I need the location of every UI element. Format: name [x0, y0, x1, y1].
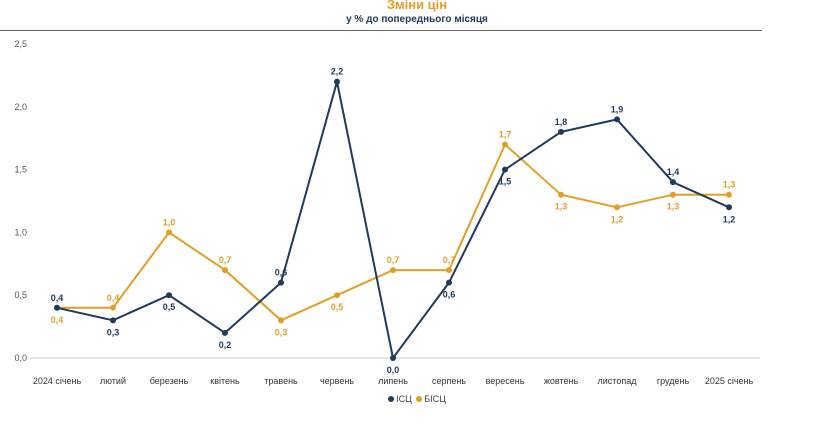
data-label-bisc: 1,3	[555, 202, 568, 212]
series-line-isc	[56, 81, 730, 361]
x-tick-label: червень	[320, 376, 354, 386]
y-tick-label: 2,0	[14, 102, 27, 112]
x-tick-label: березень	[150, 376, 189, 386]
data-label-isc: 0,6	[275, 268, 288, 278]
data-label-bisc: 1,7	[499, 129, 512, 139]
legend-item-bisc[interactable]: БІСЦ	[416, 394, 446, 404]
data-point-isc	[614, 116, 620, 123]
data-label-isc: 0,5	[163, 302, 176, 312]
x-tick-label: 2025 січень	[705, 376, 754, 386]
data-point-isc	[446, 279, 452, 286]
data-label-isc: 1,9	[611, 104, 624, 114]
data-label-bisc: 0,4	[51, 315, 64, 325]
data-label-bisc: 0,7	[443, 255, 456, 265]
data-point-isc	[334, 78, 340, 85]
data-label-bisc: 1,3	[667, 202, 680, 212]
chart-subtitle: у % до попереднього місяця	[346, 14, 488, 25]
data-label-bisc: 0,5	[331, 302, 344, 312]
data-point-bisc	[502, 141, 508, 148]
data-label-bisc: 0,7	[387, 255, 400, 265]
data-label-bisc: 0,3	[275, 327, 288, 337]
data-point-isc	[670, 179, 676, 186]
x-tick-label: липень	[378, 376, 408, 386]
x-tick-label: вересень	[486, 376, 525, 386]
data-point-isc	[222, 329, 228, 336]
x-tick-label: жовтень	[544, 376, 579, 386]
data-point-isc	[166, 292, 172, 299]
data-point-isc	[110, 317, 116, 324]
legend-label-bisc: БІСЦ	[424, 394, 446, 404]
x-tick-label: лютий	[100, 376, 126, 386]
x-tick-label: травень	[264, 376, 298, 386]
y-tick-label: 1,5	[14, 165, 27, 175]
y-tick-label: 0,0	[14, 353, 27, 363]
chart-legend: ІСЦ БІСЦ	[0, 394, 834, 404]
data-point-bisc	[166, 229, 172, 236]
legend-marker-isc	[388, 396, 395, 402]
title-divider	[0, 30, 762, 31]
data-label-isc: 0,0	[387, 365, 400, 375]
y-tick-label: 0,5	[14, 290, 27, 300]
data-label-isc: 1,8	[555, 117, 568, 127]
data-point-bisc	[222, 267, 228, 274]
legend-marker-bisc	[416, 396, 423, 402]
data-point-bisc	[334, 292, 340, 299]
data-label-isc: 1,4	[667, 167, 680, 177]
data-point-isc	[278, 279, 284, 286]
x-tick-label: серпень	[432, 376, 466, 386]
y-tick-label: 2,5	[14, 39, 27, 49]
data-label-bisc: 0,4	[107, 293, 120, 303]
data-point-isc	[54, 304, 60, 311]
data-point-bisc	[558, 191, 564, 198]
data-label-isc: 0,6	[443, 290, 456, 300]
data-label-isc: 0,2	[219, 340, 232, 350]
data-label-isc: 1,5	[499, 177, 512, 187]
x-tick-label: грудень	[657, 376, 690, 386]
data-point-bisc	[726, 191, 732, 198]
data-point-isc	[390, 355, 396, 361]
data-label-bisc: 1,3	[723, 180, 736, 190]
data-label-isc: 2,2	[331, 67, 344, 77]
y-tick-label: 1,0	[14, 227, 27, 237]
data-label-bisc: 1,0	[163, 217, 176, 227]
data-point-bisc	[278, 317, 284, 324]
legend-label-isc: ІСЦ	[396, 394, 412, 404]
data-label-isc: 1,2	[723, 214, 736, 224]
data-label-isc: 0,4	[51, 293, 64, 303]
data-label-bisc: 1,2	[611, 214, 624, 224]
data-point-bisc	[390, 267, 396, 274]
data-label-isc: 0,3	[107, 327, 120, 337]
chart-title: Зміни цін	[386, 0, 448, 12]
data-point-bisc	[670, 191, 676, 198]
data-label-bisc: 0,7	[219, 255, 232, 265]
series-line-bisc	[57, 142, 729, 322]
x-tick-label: листопад	[598, 376, 638, 386]
x-tick-label: квітень	[210, 376, 240, 386]
x-tick-label: 2024 січень	[33, 376, 82, 386]
data-point-bisc	[110, 304, 116, 311]
legend-item-isc[interactable]: ІСЦ	[388, 394, 412, 404]
data-point-bisc	[614, 204, 620, 211]
data-point-isc	[502, 166, 508, 173]
data-point-bisc	[446, 267, 452, 274]
data-point-isc	[558, 128, 564, 135]
data-point-isc	[726, 204, 732, 211]
